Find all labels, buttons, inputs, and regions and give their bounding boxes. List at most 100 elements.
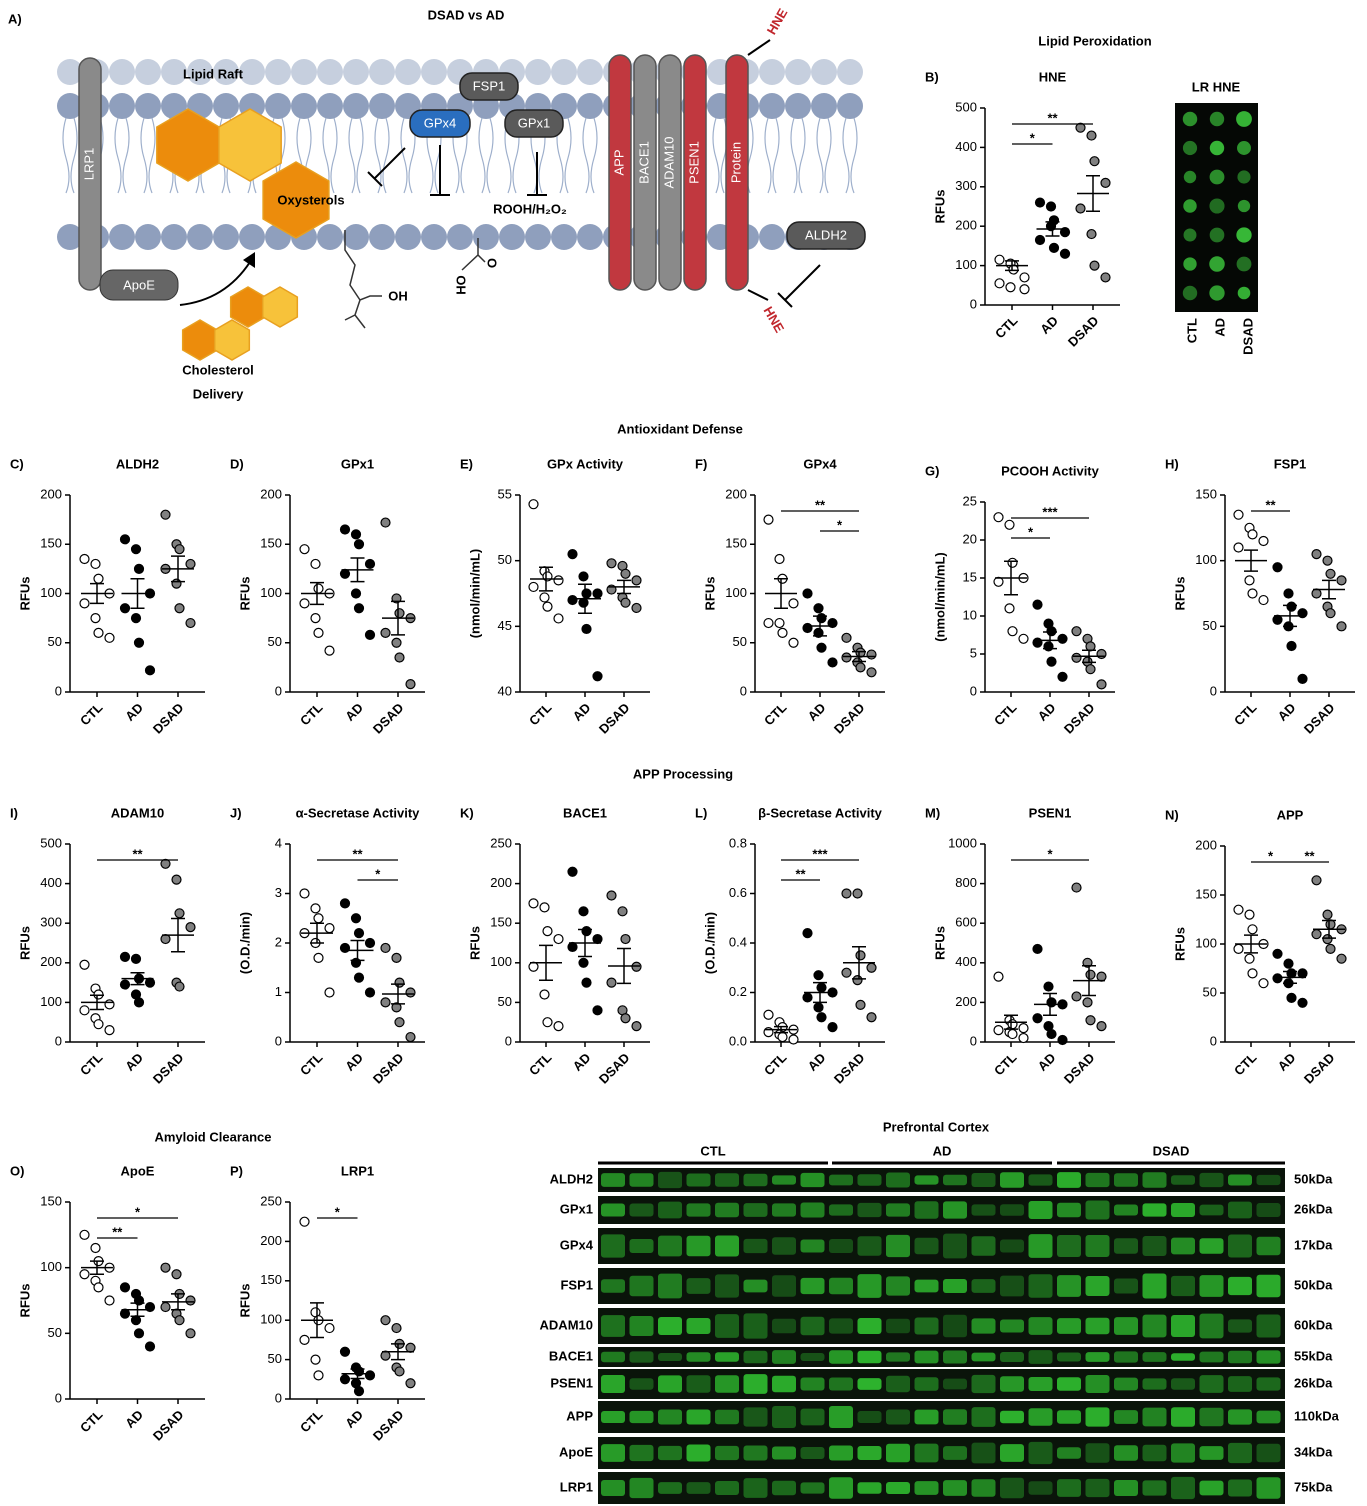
diagram-title: DSAD vs AD bbox=[428, 7, 505, 22]
blot-band bbox=[743, 1374, 768, 1394]
blot-band bbox=[1256, 1202, 1281, 1218]
data-point bbox=[353, 539, 365, 550]
y-tick-label: 0 bbox=[740, 683, 747, 698]
sem-bar bbox=[539, 566, 553, 592]
blot-band bbox=[800, 1352, 825, 1362]
chart-title: GPx4 bbox=[803, 456, 837, 471]
carboxyl bbox=[461, 238, 486, 271]
sem-bar bbox=[90, 994, 104, 1011]
blot-strip bbox=[598, 1472, 1285, 1504]
y-tick-label: 250 bbox=[490, 835, 512, 850]
x-tick-label: AD bbox=[1275, 1050, 1299, 1074]
blot-strip bbox=[598, 1401, 1285, 1433]
sem-bar bbox=[1045, 221, 1060, 237]
blot-band bbox=[1171, 1353, 1195, 1361]
blot-strip bbox=[598, 1437, 1285, 1469]
inhibition bbox=[367, 145, 821, 308]
x-tick-label: DSAD bbox=[370, 1407, 407, 1444]
protein-label: LRP1 bbox=[560, 1479, 593, 1494]
blot-band bbox=[1256, 1236, 1281, 1256]
y-tick-label: 50 bbox=[268, 634, 282, 649]
data-point bbox=[1007, 1028, 1018, 1040]
blot-band bbox=[1199, 1238, 1224, 1254]
data-point bbox=[119, 1308, 131, 1319]
blot-band bbox=[772, 1318, 796, 1334]
data-point bbox=[1045, 201, 1057, 212]
lipid-head bbox=[837, 59, 863, 85]
target-protein bbox=[725, 54, 749, 291]
x-tick-label: DSAD bbox=[150, 700, 187, 737]
blot-band bbox=[1199, 1204, 1224, 1216]
blot-dot bbox=[1236, 111, 1252, 127]
data-point bbox=[104, 999, 115, 1010]
lipid-head bbox=[213, 59, 239, 85]
lipid-tail bbox=[114, 117, 130, 194]
data-point bbox=[581, 926, 592, 937]
y-tick-label: 100 bbox=[40, 1259, 62, 1274]
blot-band bbox=[971, 1374, 996, 1394]
data-point bbox=[816, 613, 827, 624]
blot-band bbox=[1228, 1442, 1252, 1464]
protein-label: PSEN1 bbox=[686, 141, 701, 184]
raft-hexagon bbox=[218, 108, 282, 182]
sem-bar bbox=[774, 577, 788, 610]
data-point bbox=[774, 617, 785, 629]
data-point bbox=[130, 613, 142, 624]
data-point bbox=[606, 890, 617, 901]
data-point bbox=[567, 941, 578, 953]
data-point bbox=[90, 1242, 101, 1254]
sem-bar bbox=[391, 600, 405, 636]
blot-band bbox=[743, 1478, 768, 1498]
data-point bbox=[617, 906, 628, 917]
data-point bbox=[130, 1315, 142, 1326]
blot-band bbox=[772, 1350, 796, 1364]
data-point bbox=[1297, 673, 1308, 684]
size-label: 17kDa bbox=[1294, 1237, 1333, 1252]
blot-band bbox=[857, 1202, 882, 1218]
blot-band bbox=[1028, 1408, 1053, 1426]
data-point bbox=[1007, 626, 1018, 637]
blot-band bbox=[800, 1202, 825, 1218]
blot-band bbox=[1114, 1173, 1138, 1187]
data-point bbox=[1322, 933, 1333, 945]
lipid-head bbox=[395, 59, 421, 85]
sem-bar bbox=[1004, 560, 1018, 596]
blot-band bbox=[1000, 1239, 1024, 1253]
lane-label: CTL bbox=[1184, 318, 1199, 343]
y-axis-label: RFUs bbox=[1172, 577, 1187, 611]
blot-band bbox=[943, 1350, 967, 1364]
blot-dot bbox=[1182, 285, 1198, 301]
blot-band bbox=[715, 1352, 739, 1362]
blot-band bbox=[629, 1351, 654, 1363]
blot-band bbox=[914, 1350, 939, 1364]
data-point bbox=[185, 1295, 196, 1306]
x-tick-label: DSAD bbox=[1065, 313, 1102, 350]
blot-band bbox=[943, 1314, 967, 1338]
protein-label: FSP1 bbox=[560, 1277, 593, 1292]
blot-band bbox=[857, 1274, 882, 1298]
blot-band bbox=[914, 1175, 939, 1185]
blot-band bbox=[914, 1237, 939, 1255]
data-point bbox=[394, 608, 405, 619]
data-point bbox=[350, 913, 362, 924]
sem-bar bbox=[130, 971, 145, 986]
hne-label: HNE bbox=[764, 6, 791, 38]
blot-band bbox=[971, 1318, 996, 1334]
blot-band bbox=[658, 1352, 682, 1362]
data-point bbox=[299, 1334, 310, 1346]
blot-band bbox=[1000, 1477, 1024, 1499]
chart-title: GPx1 bbox=[341, 456, 374, 471]
hne-label: HNE bbox=[761, 304, 788, 336]
blot-band bbox=[1142, 1314, 1167, 1338]
blot-dot bbox=[1182, 140, 1198, 156]
lipid-head bbox=[369, 224, 395, 250]
adam10-protein bbox=[658, 54, 682, 291]
data-point bbox=[364, 558, 376, 570]
y-tick-label: 100 bbox=[260, 1312, 282, 1327]
data-point bbox=[631, 961, 642, 972]
blot-band bbox=[971, 1442, 996, 1464]
data-point bbox=[93, 627, 104, 639]
x-tick-label: DSAD bbox=[596, 700, 633, 737]
data-point bbox=[1100, 177, 1111, 188]
blot-band bbox=[914, 1409, 939, 1425]
